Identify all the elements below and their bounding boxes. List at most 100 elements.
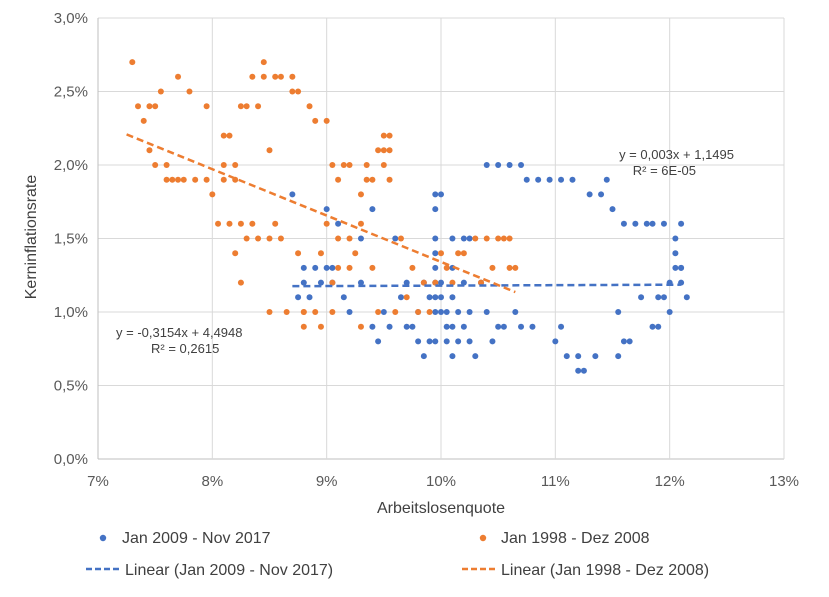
data-point-2009-2017 — [449, 294, 456, 301]
data-point-2009-2017 — [409, 323, 416, 330]
data-point-2009-2017 — [403, 323, 410, 330]
data-point-2009-2017 — [357, 279, 364, 286]
legend-marker-orange — [479, 534, 487, 542]
data-point-1998-2008 — [483, 235, 490, 242]
y-tick-label: 1,0% — [54, 304, 88, 321]
data-point-2009-2017 — [603, 176, 610, 183]
data-point-1998-2008 — [512, 264, 519, 271]
data-point-1998-2008 — [203, 103, 210, 110]
x-tick-label: 8% — [201, 473, 223, 490]
data-point-2009-2017 — [495, 323, 502, 330]
data-point-2009-2017 — [323, 264, 330, 271]
data-point-1998-2008 — [146, 147, 153, 154]
y-tick-label: 0,0% — [54, 451, 88, 468]
data-point-2009-2017 — [443, 338, 450, 345]
data-point-2009-2017 — [300, 279, 307, 286]
data-point-2009-2017 — [569, 176, 576, 183]
data-point-2009-2017 — [558, 323, 565, 330]
data-point-2009-2017 — [357, 235, 364, 242]
data-point-2009-2017 — [683, 294, 690, 301]
data-point-1998-2008 — [175, 176, 182, 183]
data-point-1998-2008 — [300, 309, 307, 315]
data-point-1998-2008 — [232, 162, 239, 168]
data-point-1998-2008 — [460, 250, 467, 257]
data-point-2009-2017 — [518, 162, 525, 168]
data-point-1998-2008 — [380, 132, 387, 139]
trendline-2009-2017 — [292, 283, 682, 288]
legend-marker-blue — [99, 534, 107, 542]
data-point-2009-2017 — [655, 294, 662, 301]
data-point-2009-2017 — [632, 220, 639, 227]
data-point-1998-2008 — [380, 162, 387, 168]
data-point-2009-2017 — [426, 338, 433, 345]
data-point-2009-2017 — [535, 176, 542, 183]
data-point-2009-2017 — [455, 309, 462, 315]
data-point-1998-2008 — [152, 103, 159, 110]
data-point-2009-2017 — [529, 323, 536, 330]
data-point-1998-2008 — [175, 73, 182, 80]
x-axis-title: Arbeitslosenquote — [377, 500, 505, 517]
data-point-2009-2017 — [495, 162, 502, 168]
data-point-1998-2008 — [163, 162, 170, 168]
data-point-2009-2017 — [369, 206, 376, 213]
data-point-2009-2017 — [340, 294, 347, 301]
y-axis-ticks: 0,0% 0,5% 1,0% 1,5% 2,0% 2,5% 3,0% — [54, 10, 88, 468]
data-point-2009-2017 — [678, 264, 685, 271]
data-point-2009-2017 — [443, 323, 450, 330]
data-point-1998-2008 — [317, 323, 324, 330]
data-point-1998-2008 — [357, 220, 364, 227]
data-point-1998-2008 — [443, 264, 450, 271]
data-point-1998-2008 — [157, 88, 164, 95]
data-point-2009-2017 — [346, 309, 353, 315]
data-point-2009-2017 — [483, 162, 490, 168]
data-point-1998-2008 — [506, 264, 513, 271]
data-point-2009-2017 — [649, 220, 656, 227]
data-point-1998-2008 — [232, 250, 239, 257]
data-point-1998-2008 — [169, 176, 176, 183]
data-point-1998-2008 — [146, 103, 153, 110]
legend-label-blue-linear: Linear (Jan 2009 - Nov 2017) — [125, 562, 333, 579]
data-point-2009-2017 — [438, 294, 444, 301]
data-point-1998-2008 — [180, 176, 187, 183]
data-point-1998-2008 — [220, 176, 227, 183]
data-point-2009-2017 — [420, 353, 427, 360]
y-tick-label: 2,0% — [54, 157, 88, 174]
legend-label-blue: Jan 2009 - Nov 2017 — [122, 530, 271, 547]
data-point-2009-2017 — [455, 338, 462, 345]
data-point-2009-2017 — [666, 309, 673, 315]
data-point-1998-2008 — [220, 132, 227, 139]
data-point-1998-2008 — [192, 176, 199, 183]
data-point-2009-2017 — [626, 338, 633, 345]
data-point-2009-2017 — [483, 309, 490, 315]
data-point-2009-2017 — [506, 162, 513, 168]
data-point-1998-2008 — [266, 309, 273, 315]
data-point-1998-2008 — [277, 73, 284, 80]
data-point-1998-2008 — [220, 162, 227, 168]
data-point-1998-2008 — [500, 235, 507, 242]
data-point-1998-2008 — [300, 323, 307, 330]
x-tick-label: 9% — [316, 473, 338, 490]
data-point-1998-2008 — [289, 88, 296, 95]
data-point-1998-2008 — [369, 176, 376, 183]
blue-trend-r-squared: R² = 6E-05 — [633, 163, 696, 178]
data-point-1998-2008 — [363, 162, 370, 168]
data-point-2009-2017 — [438, 309, 444, 315]
data-point-2009-2017 — [460, 279, 467, 286]
data-point-1998-2008 — [335, 235, 342, 242]
data-point-2009-2017 — [598, 191, 605, 198]
data-point-2009-2017 — [615, 309, 622, 315]
data-point-2009-2017 — [552, 338, 559, 345]
data-point-1998-2008 — [226, 132, 233, 139]
data-point-1998-2008 — [386, 132, 393, 139]
data-point-2009-2017 — [369, 323, 376, 330]
data-point-1998-2008 — [243, 103, 250, 110]
trendlines — [126, 133, 682, 294]
data-point-1998-2008 — [375, 309, 382, 315]
data-point-1998-2008 — [129, 59, 136, 66]
data-point-1998-2008 — [455, 250, 462, 257]
data-point-1998-2008 — [323, 117, 330, 124]
data-point-1998-2008 — [295, 88, 302, 95]
data-point-2009-2017 — [432, 309, 439, 315]
data-point-2009-2017 — [558, 176, 565, 183]
data-point-2009-2017 — [620, 220, 627, 227]
